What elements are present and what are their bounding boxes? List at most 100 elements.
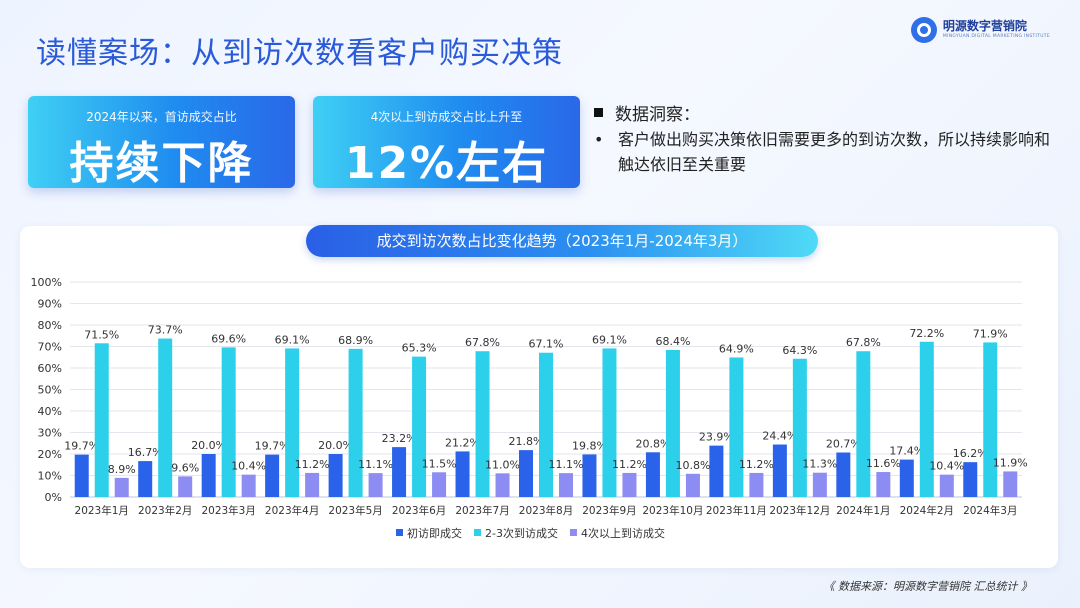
bar-1 <box>455 451 470 497</box>
x-tick-label: 2023年8月 <box>519 504 573 517</box>
page-title: 读懂案场：从到访次数看客户购买决策 <box>36 36 563 71</box>
bar-1 <box>265 454 280 497</box>
legend-swatch <box>474 529 481 536</box>
bar-2 <box>602 348 617 497</box>
data-label: 11.2% <box>612 458 647 471</box>
data-label: 23.9% <box>699 431 734 444</box>
data-label: 11.6% <box>866 457 901 470</box>
bar-2 <box>221 347 236 497</box>
y-tick-label: 0% <box>45 491 62 504</box>
y-tick-label: 100% <box>31 276 62 289</box>
legend-label: 4次以上到访成交 <box>581 526 665 540</box>
data-insight: 数据洞察： • 客户做出购买决策依旧需要更多的到访次数，所以持续影响和触达依旧至… <box>592 100 1052 177</box>
data-label: 10.4% <box>929 460 964 473</box>
x-tick-label: 2023年2月 <box>138 504 192 517</box>
data-label: 11.3% <box>802 458 837 471</box>
y-tick-label: 70% <box>38 341 62 354</box>
data-label: 24.4% <box>762 430 797 443</box>
bar-3 <box>305 472 320 497</box>
bar-3 <box>812 472 827 497</box>
y-tick-label: 20% <box>38 448 62 461</box>
bar-3 <box>622 472 637 497</box>
insight-heading: 数据洞察： <box>615 105 700 125</box>
bar-2 <box>348 348 363 497</box>
logo-subtitle: MINGYUAN DIGITAL MARKETING INSTITUTE <box>942 34 1050 40</box>
bar-1 <box>392 447 407 497</box>
data-label: 69.1% <box>275 333 310 346</box>
data-label: 69.6% <box>211 332 246 345</box>
data-label: 17.4% <box>889 445 924 458</box>
y-tick-label: 90% <box>38 298 62 311</box>
data-label: 20.8% <box>635 437 670 450</box>
highlight-card-four-plus: 4次以上到访成交占比上升至 12%左右 <box>313 96 580 189</box>
bar-2 <box>729 357 744 497</box>
bar-3 <box>876 472 891 497</box>
x-tick-label: 2023年6月 <box>392 504 446 517</box>
bar-1 <box>201 454 216 497</box>
data-label: 16.2% <box>953 447 988 460</box>
x-tick-label: 2023年5月 <box>328 504 382 517</box>
bar-1 <box>899 459 914 497</box>
data-label: 67.1% <box>529 338 564 351</box>
legend-swatch <box>396 529 403 536</box>
legend-label: 2-3次到访成交 <box>485 526 558 540</box>
data-label: 72.2% <box>909 327 944 340</box>
data-label: 23.2% <box>382 432 417 445</box>
legend-swatch <box>569 529 577 536</box>
data-label: 10.4% <box>231 460 266 473</box>
bar-2 <box>919 341 934 497</box>
bar-1 <box>772 444 787 497</box>
data-label: 73.7% <box>148 324 183 337</box>
data-label: 71.9% <box>973 327 1008 340</box>
bar-3 <box>559 473 573 497</box>
x-tick-label: 2023年9月 <box>582 504 636 517</box>
data-label: 20.0% <box>191 439 226 452</box>
data-label: 11.2% <box>739 458 774 471</box>
y-tick-label: 80% <box>38 319 62 332</box>
bar-1 <box>519 450 533 497</box>
x-tick-label: 2023年3月 <box>201 504 255 517</box>
x-tick-label: 2023年7月 <box>455 504 509 517</box>
bar-3 <box>368 473 383 497</box>
data-label: 64.3% <box>782 344 817 357</box>
bar-2 <box>94 343 109 497</box>
brand-logo: 明源数字营销院 MINGYUAN DIGITAL MARKETING INSTI… <box>910 17 1050 43</box>
x-tick-label: 2024年1月 <box>836 504 890 517</box>
y-tick-label: 50% <box>38 384 62 397</box>
highlight-card-first-visit: 2024年以来，首访成交占比 持续下降 <box>28 96 295 189</box>
bar-2 <box>856 351 871 497</box>
data-label: 11.9% <box>993 456 1028 469</box>
y-tick-label: 40% <box>38 405 62 418</box>
x-tick-label: 2023年4月 <box>265 504 319 517</box>
data-label: 68.9% <box>338 334 373 347</box>
data-label: 11.0% <box>485 458 520 471</box>
bar-3 <box>432 472 447 497</box>
data-label: 16.7% <box>128 446 163 459</box>
bar-2 <box>475 351 490 497</box>
bullet-dot: • <box>594 130 604 149</box>
data-label: 65.3% <box>402 342 437 355</box>
x-tick-label: 2023年11月 <box>706 504 767 517</box>
bar-1 <box>582 454 597 497</box>
data-label: 11.1% <box>358 458 393 471</box>
x-tick-label: 2024年3月 <box>963 504 1017 517</box>
bar-3 <box>749 472 764 497</box>
card-subtitle: 2024年以来，首访成交占比 <box>86 110 237 124</box>
bar-1 <box>645 452 660 497</box>
data-label: 19.7% <box>255 440 290 453</box>
logo-icon <box>910 17 937 43</box>
bar-3 <box>114 477 129 497</box>
y-tick-label: 30% <box>38 427 62 440</box>
data-label: 10.8% <box>675 459 710 472</box>
logo-name: 明源数字营销院 <box>942 19 1027 34</box>
data-label: 68.4% <box>655 335 690 348</box>
data-label: 21.8% <box>509 435 544 448</box>
bar-1 <box>709 445 724 497</box>
bar-3 <box>685 473 700 497</box>
bar-1 <box>138 461 153 497</box>
bar-2 <box>285 348 300 497</box>
data-label: 71.5% <box>84 328 119 341</box>
data-label: 20.7% <box>826 437 861 450</box>
data-label: 11.5% <box>422 457 457 470</box>
